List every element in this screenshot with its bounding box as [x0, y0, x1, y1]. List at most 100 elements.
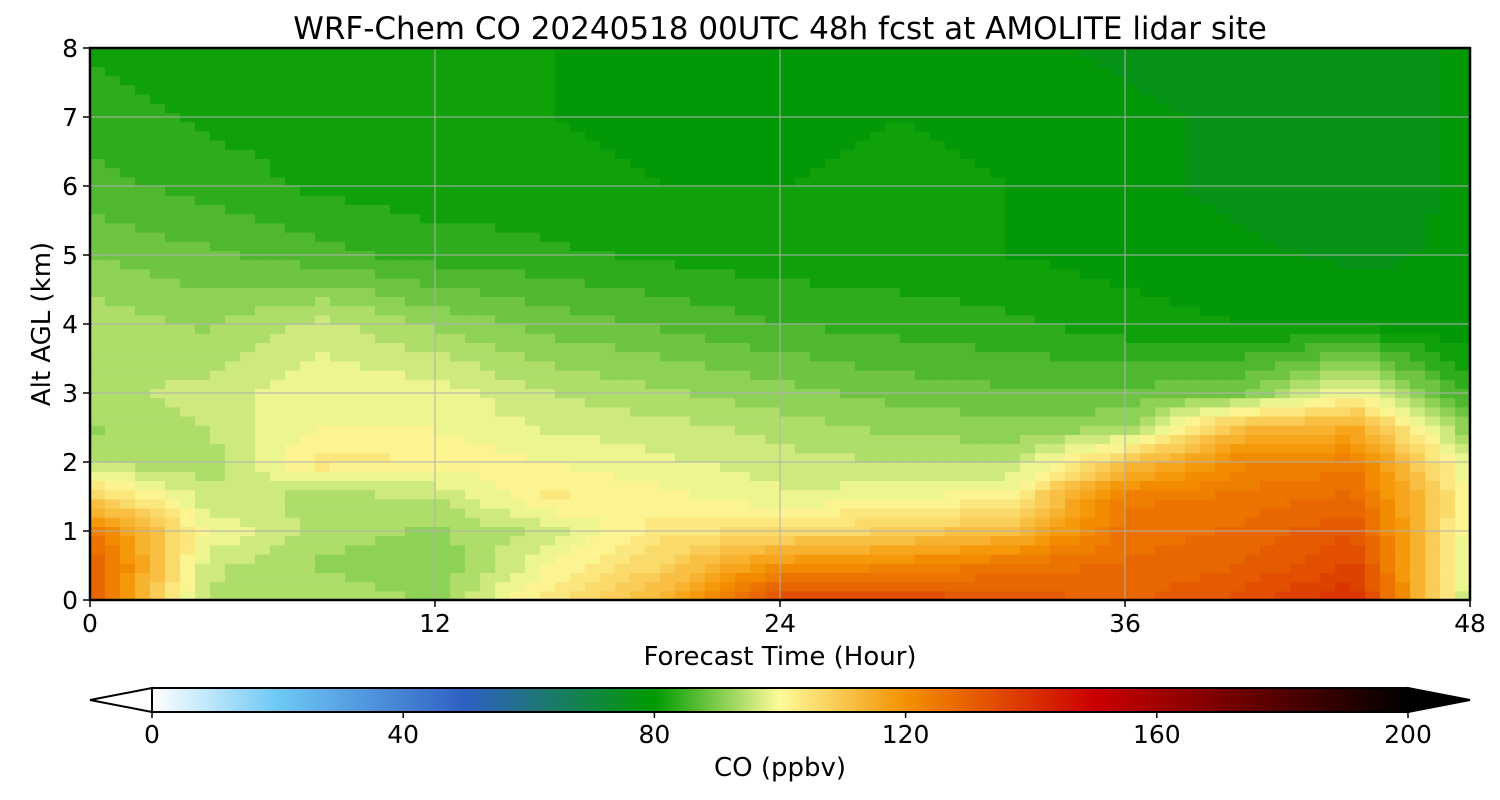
heatmap-cell [1035, 305, 1051, 316]
heatmap-cell [1050, 103, 1066, 113]
heatmap-cell [750, 287, 766, 297]
heatmap-cell [1140, 360, 1156, 371]
heatmap-cell [510, 480, 526, 491]
heatmap-cell [210, 259, 226, 270]
heatmap-cell [1350, 416, 1366, 426]
heatmap-cell [300, 517, 316, 527]
heatmap-cell [855, 544, 871, 555]
heatmap-cell [1455, 204, 1470, 215]
heatmap-cell [345, 397, 361, 408]
heatmap-cell [540, 195, 556, 205]
heatmap-cell [915, 462, 931, 472]
heatmap-cell [720, 452, 736, 463]
heatmap-cell [105, 204, 121, 215]
heatmap-cell [1080, 268, 1096, 279]
heatmap-cell [510, 462, 526, 472]
heatmap-cell [180, 121, 196, 132]
heatmap-cell [1395, 452, 1411, 463]
heatmap-cell [150, 268, 166, 279]
heatmap-cell [600, 222, 616, 233]
heatmap-cell [1035, 204, 1051, 215]
heatmap-cell [1245, 443, 1261, 454]
heatmap-cell [1455, 296, 1470, 307]
heatmap-cell [615, 554, 631, 564]
heatmap-cell [1455, 287, 1470, 297]
heatmap-cell [165, 489, 181, 500]
heatmap-cell [945, 563, 961, 573]
heatmap-cell [630, 222, 646, 233]
heatmap-cell [315, 195, 331, 205]
heatmap-cell [1050, 517, 1066, 527]
heatmap-cell [705, 406, 721, 417]
heatmap-cell [195, 517, 211, 527]
heatmap-cell [735, 480, 751, 491]
heatmap-cell [1050, 259, 1066, 270]
heatmap-cell [240, 241, 256, 251]
heatmap-cell [210, 462, 226, 472]
heatmap-cell [300, 370, 316, 380]
heatmap-cell [810, 342, 826, 353]
heatmap-cell [945, 158, 961, 169]
heatmap-cell [195, 305, 211, 316]
heatmap-cell [330, 305, 346, 316]
heatmap-cell [630, 241, 646, 251]
heatmap-cell [120, 241, 136, 251]
heatmap-cell [660, 176, 676, 187]
heatmap-cell [495, 397, 511, 408]
heatmap-cell [90, 517, 106, 527]
heatmap-cell [1230, 167, 1246, 178]
heatmap-cell [810, 287, 826, 297]
heatmap-cell [1425, 590, 1441, 600]
heatmap-cell [960, 572, 976, 583]
heatmap-cell [285, 452, 301, 463]
heatmap-cell [1230, 278, 1246, 288]
heatmap-cell [1020, 278, 1036, 288]
heatmap-cell [915, 351, 931, 362]
heatmap-cell [540, 213, 556, 224]
heatmap-cell [1305, 314, 1321, 325]
heatmap-cell [1065, 360, 1081, 371]
heatmap-cell [990, 452, 1006, 463]
heatmap-cell [525, 425, 541, 435]
heatmap-cell [810, 406, 826, 417]
heatmap-cell [750, 241, 766, 251]
heatmap-cell [1170, 324, 1186, 334]
heatmap-cell [180, 489, 196, 500]
heatmap-cell [555, 554, 571, 564]
heatmap-cell [765, 544, 781, 555]
heatmap-cell [225, 554, 241, 564]
heatmap-cell [855, 195, 871, 205]
heatmap-cell [795, 130, 811, 141]
heatmap-cell [1380, 544, 1396, 555]
heatmap-cell [1260, 314, 1276, 325]
heatmap-cell [510, 572, 526, 583]
heatmap-cell [1200, 130, 1216, 141]
heatmap-cell [810, 489, 826, 500]
heatmap-cell [810, 314, 826, 325]
heatmap-cell [1155, 296, 1171, 307]
heatmap-cell [720, 370, 736, 380]
heatmap-cell [1140, 314, 1156, 325]
heatmap-cell [900, 149, 916, 159]
heatmap-cell [225, 342, 241, 353]
heatmap-cell [795, 480, 811, 491]
heatmap-cell [1395, 158, 1411, 169]
heatmap-cell [555, 563, 571, 573]
heatmap-cell [615, 397, 631, 408]
heatmap-cell [1215, 590, 1231, 600]
heatmap-cell [420, 94, 436, 104]
heatmap-cell [195, 572, 211, 583]
heatmap-cell [960, 287, 976, 297]
heatmap-cell [270, 305, 286, 316]
heatmap-cell [1140, 213, 1156, 224]
heatmap-cell [570, 103, 586, 113]
heatmap-cell [345, 167, 361, 178]
heatmap-cell [885, 296, 901, 307]
heatmap-cell [630, 176, 646, 187]
heatmap-cell [660, 333, 676, 343]
heatmap-cell [825, 563, 841, 573]
heatmap-cell [435, 287, 451, 297]
heatmap-cell [645, 222, 661, 233]
heatmap-cell [300, 222, 316, 233]
heatmap-cell [120, 121, 136, 132]
